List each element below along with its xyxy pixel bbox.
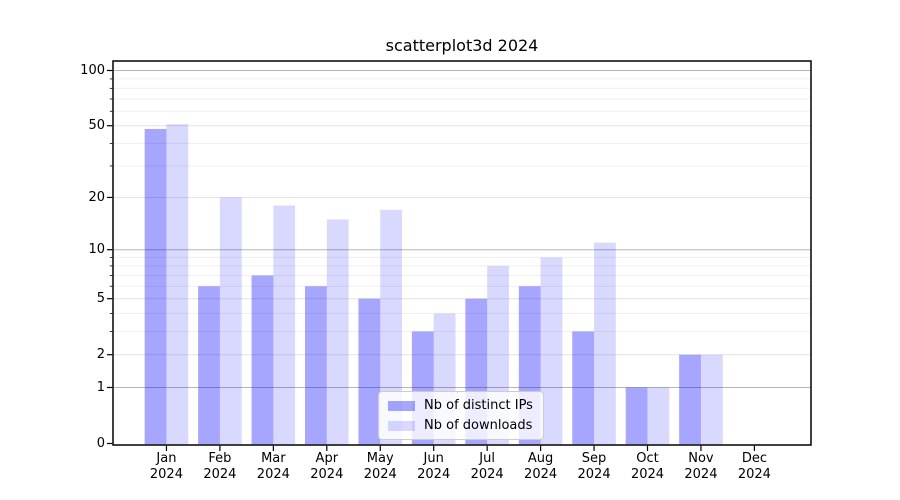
- bar-distinct-ips-3: [305, 286, 327, 445]
- bar-downloads-9: [647, 387, 670, 445]
- y-tick-label-20: 20: [88, 189, 105, 205]
- legend-swatch-distinct-ips-icon: [388, 400, 415, 411]
- legend-label-downloads: Nb of downloads: [424, 418, 533, 433]
- y-tick-label-50: 50: [88, 118, 105, 134]
- bar-downloads-4: [380, 209, 403, 445]
- axes-box: [112, 60, 812, 446]
- y-tick-label-2: 2: [96, 347, 105, 363]
- bar-downloads-10: [700, 354, 723, 445]
- bar-distinct-ips-8: [572, 331, 595, 445]
- bar-distinct-ips-2: [251, 275, 274, 445]
- chart-title: scatterplot3d 2024: [385, 36, 539, 55]
- y-tick-label-1: 1: [96, 379, 105, 395]
- y-tick-label-5: 5: [96, 291, 105, 307]
- bar-downloads-2: [273, 205, 296, 445]
- x-tick-label-3: Apr 2024: [310, 451, 344, 482]
- x-tick-label-10: Nov 2024: [684, 451, 718, 482]
- legend: Nb of distinct IPs Nb of downloads: [378, 391, 544, 440]
- x-tick-label-4: May 2024: [363, 451, 397, 482]
- bar-distinct-ips-0: [144, 128, 167, 445]
- x-tick-label-11: Dec 2024: [737, 451, 771, 482]
- x-tick-label-8: Sep 2024: [577, 451, 611, 482]
- bar-distinct-ips-9: [625, 387, 648, 445]
- legend-item-distinct-ips: Nb of distinct IPs: [388, 397, 533, 414]
- x-tick-label-7: Aug 2024: [524, 451, 558, 482]
- x-tick-label-5: Jun 2024: [417, 451, 451, 482]
- bar-downloads-1: [219, 197, 242, 445]
- legend-item-downloads: Nb of downloads: [388, 417, 533, 434]
- y-tick-label-10: 10: [88, 242, 105, 258]
- bar-downloads-0: [166, 124, 189, 445]
- x-tick-label-6: Jul 2024: [470, 451, 504, 482]
- x-tick-label-9: Oct 2024: [630, 451, 665, 482]
- legend-swatch-downloads-icon: [388, 420, 415, 431]
- x-tick-label-1: Feb 2024: [203, 451, 237, 482]
- x-tick-label-0: Jan 2024: [149, 451, 183, 482]
- bar-downloads-3: [326, 219, 349, 445]
- y-tick-label-100: 100: [80, 63, 105, 78]
- legend-label-distinct-ips: Nb of distinct IPs: [424, 398, 533, 413]
- bar-distinct-ips-10: [679, 354, 701, 445]
- y-tick-label-0: 0: [96, 436, 105, 451]
- bar-distinct-ips-4: [358, 298, 381, 445]
- bar-downloads-8: [594, 242, 616, 445]
- bar-downloads-7: [540, 257, 563, 445]
- x-tick-label-2: Mar 2024: [256, 451, 290, 482]
- bar-distinct-ips-1: [198, 286, 220, 445]
